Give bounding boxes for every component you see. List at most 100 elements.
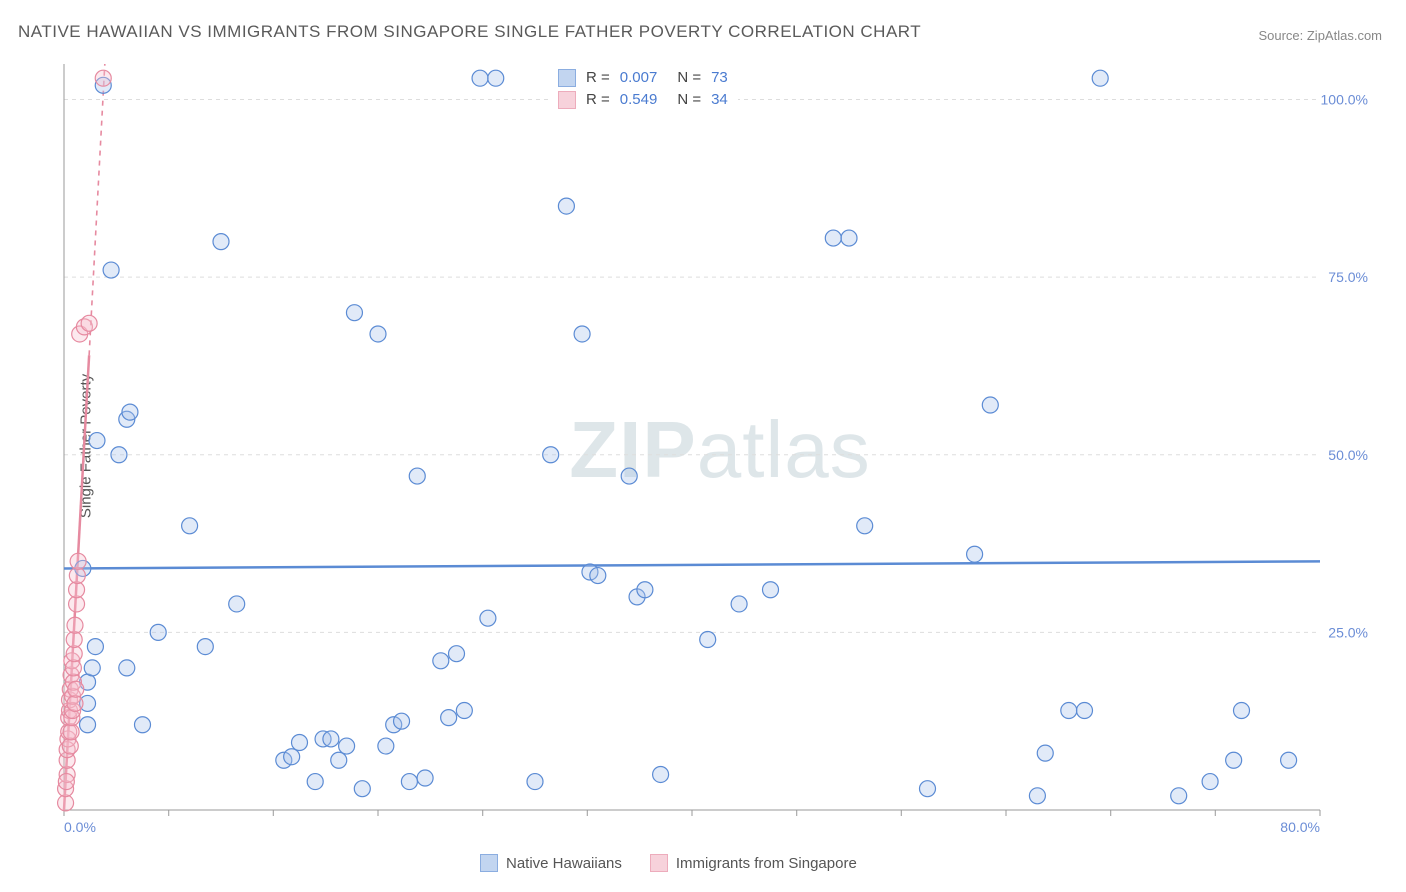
stat-label-n: N = [677, 67, 701, 89]
data-point [637, 582, 653, 598]
data-point [70, 553, 86, 569]
data-point [1234, 703, 1250, 719]
data-point [1226, 752, 1242, 768]
data-point [58, 795, 74, 811]
data-point [213, 234, 229, 250]
data-point [89, 433, 105, 449]
data-point [346, 305, 362, 321]
data-point [982, 397, 998, 413]
data-point [122, 404, 138, 420]
data-point [67, 695, 83, 711]
series-legend: Native Hawaiians Immigrants from Singapor… [480, 854, 857, 872]
data-point [472, 70, 488, 86]
stat-value-r: 0.007 [620, 67, 658, 89]
data-point [331, 752, 347, 768]
stat-label-r: R = [586, 67, 610, 89]
source-attribution: Source: ZipAtlas.com [1258, 28, 1382, 43]
data-point [229, 596, 245, 612]
data-point [731, 596, 747, 612]
scatter-plot-svg: 25.0% 50.0% 75.0% 100.0% 0.0% 80.0% [60, 60, 1380, 840]
legend-item: Native Hawaiians [480, 854, 622, 872]
data-point [449, 646, 465, 662]
data-point [378, 738, 394, 754]
legend-swatch [650, 854, 668, 872]
data-point [825, 230, 841, 246]
data-point [339, 738, 355, 754]
data-point [1171, 788, 1187, 804]
stats-legend-row: R = 0.549 N = 34 [558, 89, 728, 111]
data-point [456, 703, 472, 719]
data-point [69, 596, 85, 612]
stat-value-n: 73 [711, 67, 728, 89]
data-point [920, 781, 936, 797]
data-point [700, 631, 716, 647]
data-point [63, 724, 79, 740]
data-point [182, 518, 198, 534]
y-tick-label: 25.0% [1328, 624, 1368, 640]
data-point [87, 639, 103, 655]
data-point [62, 738, 78, 754]
data-point [66, 646, 82, 662]
legend-label: Native Hawaiians [506, 855, 622, 872]
data-point [409, 468, 425, 484]
data-point [653, 766, 669, 782]
data-point [394, 713, 410, 729]
data-point [81, 315, 97, 331]
y-tick-label: 100.0% [1321, 92, 1368, 108]
data-point [58, 774, 74, 790]
data-point [433, 653, 449, 669]
data-point [1029, 788, 1045, 804]
data-point [103, 262, 119, 278]
data-point [543, 447, 559, 463]
y-tick-label: 75.0% [1328, 269, 1368, 285]
legend-swatch [480, 854, 498, 872]
data-point [119, 660, 135, 676]
data-point [370, 326, 386, 342]
stat-label-n: N = [677, 89, 701, 111]
data-point [401, 774, 417, 790]
data-point [307, 774, 323, 790]
data-point [1092, 70, 1108, 86]
data-point [69, 568, 85, 584]
stat-value-r: 0.549 [620, 89, 658, 111]
legend-label: Immigrants from Singapore [676, 855, 857, 872]
data-point [441, 710, 457, 726]
data-point [80, 717, 96, 733]
x-tick-label: 0.0% [64, 819, 96, 835]
data-point [95, 70, 111, 86]
data-point [763, 582, 779, 598]
stat-value-n: 34 [711, 89, 728, 111]
data-point [65, 660, 81, 676]
data-point [284, 749, 300, 765]
legend-swatch [558, 91, 576, 109]
data-point [1077, 703, 1093, 719]
data-point [84, 660, 100, 676]
data-point [967, 546, 983, 562]
data-point [111, 447, 127, 463]
data-point [841, 230, 857, 246]
data-point [417, 770, 433, 786]
data-point [292, 735, 308, 751]
x-tick-label: 80.0% [1280, 819, 1320, 835]
data-point [857, 518, 873, 534]
data-point [558, 198, 574, 214]
data-point [354, 781, 370, 797]
data-point [1061, 703, 1077, 719]
y-tick-label: 50.0% [1328, 447, 1368, 463]
data-point [68, 681, 84, 697]
data-point [527, 774, 543, 790]
data-point [66, 631, 82, 647]
data-point [135, 717, 151, 733]
data-point [488, 70, 504, 86]
legend-swatch [558, 69, 576, 87]
chart-plot-area: ZIPatlas 25.0%50.0%75.0%100.0%0.0%80.0% [60, 60, 1380, 840]
legend-item: Immigrants from Singapore [650, 854, 857, 872]
data-point [150, 624, 166, 640]
stat-label-r: R = [586, 89, 610, 111]
stats-legend-row: R = 0.007 N = 73 [558, 67, 728, 89]
data-point [67, 617, 83, 633]
chart-title: NATIVE HAWAIIAN VS IMMIGRANTS FROM SINGA… [18, 22, 921, 42]
data-point [69, 582, 85, 598]
data-point [1037, 745, 1053, 761]
data-point [590, 568, 606, 584]
